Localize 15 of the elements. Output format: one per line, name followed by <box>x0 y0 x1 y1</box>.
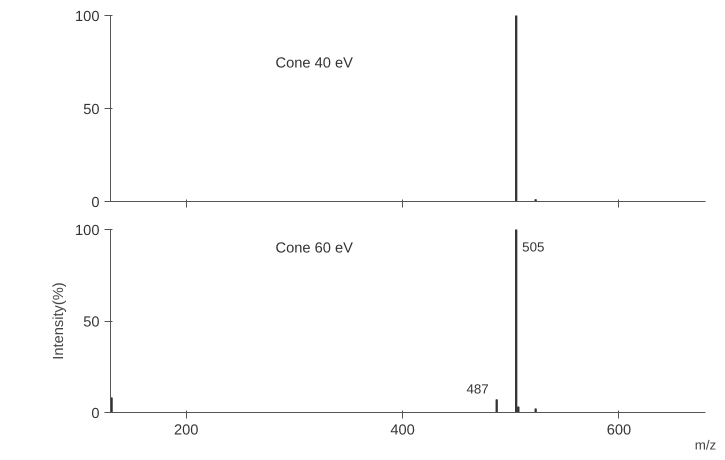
y-tick-label: 0 <box>91 195 100 211</box>
x-tick-label: 400 <box>390 422 415 438</box>
x-tick-label: 200 <box>174 422 198 438</box>
y-tick-label: 100 <box>75 223 100 239</box>
annotation: 505 <box>522 240 544 254</box>
annotation: Cone 40 eV <box>276 56 354 72</box>
annotation: Cone 60 eV <box>276 240 354 256</box>
y-tick-label: 50 <box>83 102 100 118</box>
y-tick-label: 0 <box>91 406 100 422</box>
x-axis-title: m/z <box>694 438 716 452</box>
x-tick-label: 600 <box>606 422 632 438</box>
annotation: 487 <box>466 382 489 397</box>
y-axis-title: Intensity(%) <box>51 282 68 360</box>
y-tick-label: 50 <box>83 314 100 330</box>
y-tick-label: 100 <box>75 9 100 25</box>
